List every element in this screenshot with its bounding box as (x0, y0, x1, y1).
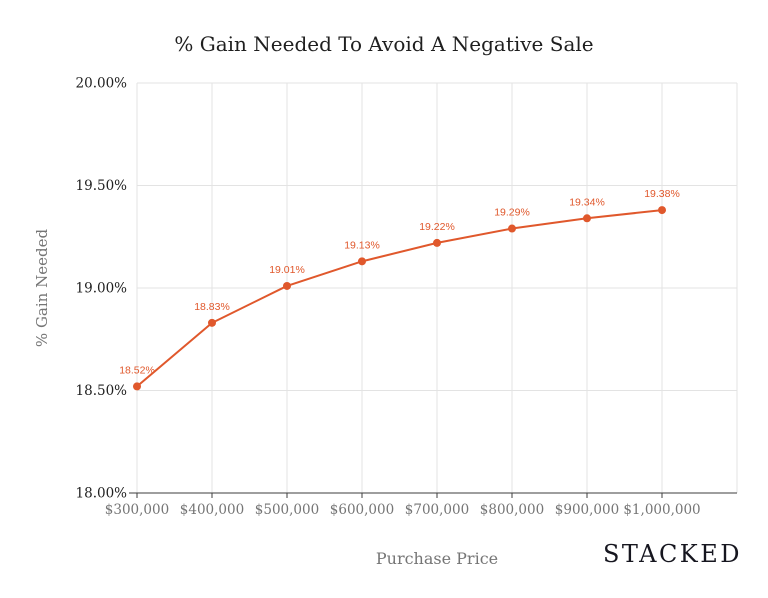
data-point (208, 318, 216, 327)
y-tick-label: 19.50% (76, 178, 128, 194)
data-point-label: 18.83% (194, 301, 230, 313)
x-tick-label: $400,000 (180, 502, 244, 518)
series-line (136, 209, 663, 388)
chart-title: % Gain Needed To Avoid A Negative Sale (174, 32, 594, 56)
x-tick-label: $500,000 (255, 502, 319, 518)
y-tick-label: 18.50% (76, 383, 128, 399)
data-point-label: 19.29% (494, 207, 530, 219)
y-tick-label: 19.00% (76, 281, 128, 297)
data-point (133, 382, 141, 391)
data-point (583, 214, 591, 223)
x-tick-label: $1,000,000 (623, 502, 700, 518)
data-point-label: 19.34% (569, 196, 605, 208)
x-tick-label: $700,000 (405, 502, 469, 518)
data-point (283, 281, 291, 290)
data-point (508, 224, 516, 233)
brand-logo: STACKED (602, 540, 742, 568)
x-axis-title: Purchase Price (375, 549, 499, 568)
data-point (358, 257, 366, 266)
y-tick-label: 18.00% (76, 486, 128, 502)
x-tick-label: $600,000 (330, 502, 394, 518)
data-point (658, 206, 666, 215)
data-point-label: 19.13% (344, 239, 380, 251)
x-tick-label: $900,000 (555, 502, 619, 518)
data-point-label: 18.52% (119, 364, 155, 376)
x-tick-label: $800,000 (480, 502, 544, 518)
x-tick-label: $300,000 (105, 502, 169, 518)
data-point-label: 19.22% (419, 221, 455, 233)
data-point-label: 19.01% (269, 264, 305, 276)
data-point (433, 238, 441, 247)
data-point-label: 19.38% (644, 188, 680, 200)
y-tick-label: 20.00% (76, 76, 128, 92)
